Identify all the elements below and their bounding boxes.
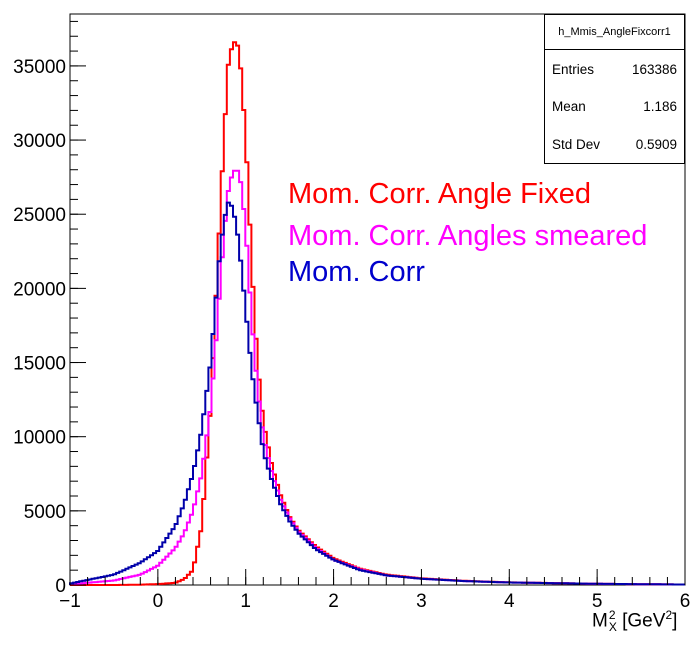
y-tick-label: 30000 xyxy=(13,131,66,152)
x-tick-label: 0 xyxy=(153,591,164,612)
x-tick-label: 5 xyxy=(592,591,603,612)
plot-frame xyxy=(69,13,686,586)
x-axis-symbol-sup: 2 xyxy=(608,608,616,623)
legend-entry-mom-corr: Mom. Corr xyxy=(288,256,425,288)
x-tick-label: 3 xyxy=(416,591,427,612)
axis-layer: −1 0 1 2 3 4 5 60500010000150002000025000300003… xyxy=(13,20,691,612)
stats-entries-value: 163386 xyxy=(631,62,677,77)
stats-mean-label: Mean xyxy=(552,99,586,114)
stats-box: h_Mmis_AngleFixcorr1 Entries 163386 Mean… xyxy=(544,14,685,164)
stats-histogram-name: h_Mmis_AngleFixcorr1 xyxy=(545,15,684,50)
x-tick-label: 1 xyxy=(240,591,251,612)
legend-entry-angle-fixed: Mom. Corr. Angle Fixed xyxy=(288,178,591,210)
x-axis-unit-open: [GeV xyxy=(622,610,666,632)
x-axis-symbol-sub: X xyxy=(608,620,617,635)
y-tick-label: 10000 xyxy=(13,428,66,449)
stats-entries-label: Entries xyxy=(552,62,595,77)
y-tick-label: 15000 xyxy=(13,354,66,375)
x-axis-symbol: M xyxy=(592,610,608,632)
y-tick-label: 35000 xyxy=(13,57,66,78)
stats-stddev-label: Std Dev xyxy=(552,137,601,152)
x-tick-label: −1 xyxy=(59,591,81,612)
x-tick-label: 6 xyxy=(680,591,691,612)
x-axis-unit-sup: 2 xyxy=(665,608,673,622)
legend-entry-angles-smeared: Mom. Corr. Angles smeared xyxy=(288,220,648,252)
stats-stddev-value: 0.5909 xyxy=(635,137,677,152)
y-tick-label: 20000 xyxy=(13,279,66,300)
series-line-2 xyxy=(69,201,685,586)
y-tick-label: 25000 xyxy=(13,205,66,226)
y-tick-label: 5000 xyxy=(24,502,66,523)
stats-mean-value: 1.186 xyxy=(643,99,677,114)
series-layer xyxy=(69,41,685,586)
x-axis-unit-close: ] xyxy=(672,610,678,632)
x-tick-label: 4 xyxy=(504,591,515,612)
y-tick-label: 0 xyxy=(55,576,66,597)
x-tick-label: 2 xyxy=(328,591,339,612)
